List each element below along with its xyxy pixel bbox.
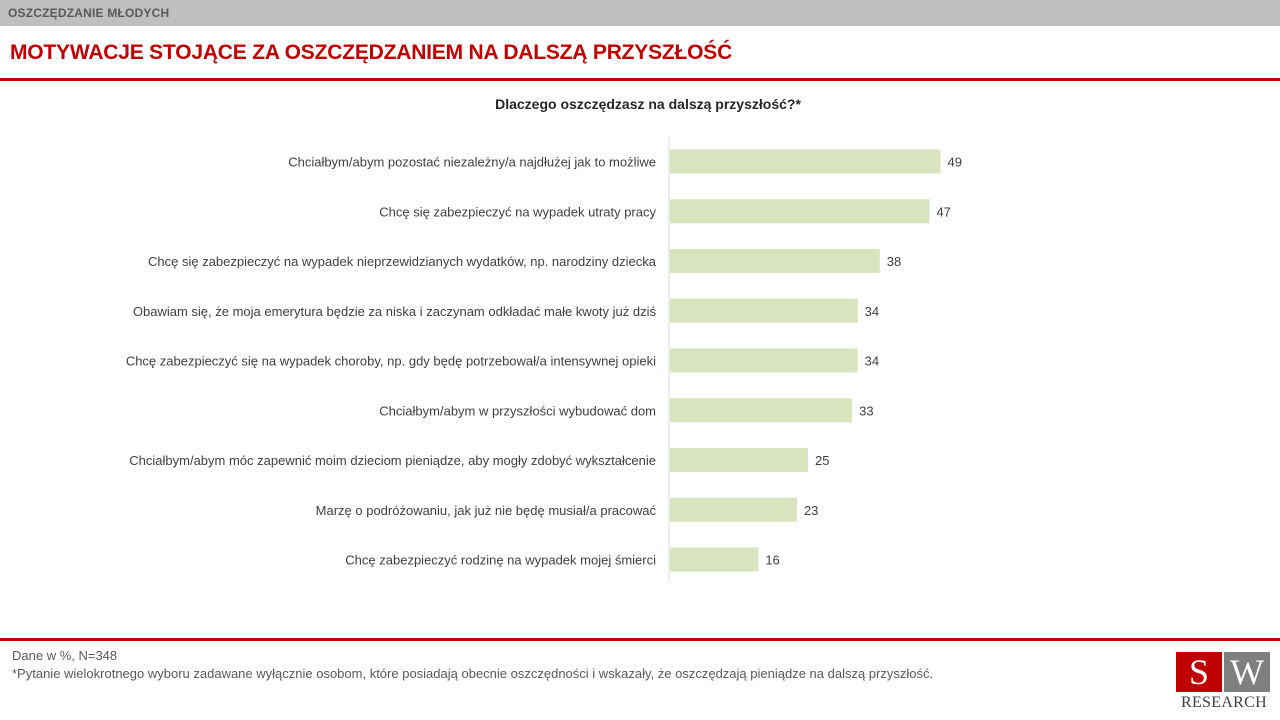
value-label: 34 (865, 354, 879, 369)
bar (670, 547, 759, 572)
category-label: Chcę się zabezpieczyć na wypadek nieprze… (148, 254, 657, 269)
question-note: *Pytanie wielokrotnego wyboru zadawane w… (12, 666, 934, 681)
sw-research-logo: S W RESEARCH (1176, 652, 1272, 714)
value-label: 25 (815, 453, 829, 468)
bar (670, 398, 853, 423)
value-label: 49 (947, 155, 961, 170)
category-label: Marzę o podróżowaniu, jak już nie będę m… (316, 503, 657, 518)
value-label: 16 (765, 553, 779, 568)
category-label: Chcę zabezpieczyć rodzinę na wypadek moj… (345, 553, 656, 568)
category-label: Chcę się zabezpieczyć na wypadek utraty … (379, 204, 656, 219)
top-bar (0, 0, 1280, 26)
category-label: Chcę zabezpieczyć się na wypadek choroby… (126, 354, 656, 369)
data-note: Dane w %, N=348 (12, 648, 118, 663)
logo-text: RESEARCH (1181, 694, 1267, 711)
bar-chart: Chciałbym/abym pozostać niezależny/a naj… (126, 137, 962, 582)
category-label: Obawiam się, że moja emerytura będzie za… (133, 304, 657, 319)
value-label: 47 (936, 204, 950, 219)
logo-letter-s: S (1176, 652, 1222, 692)
bar (670, 149, 941, 174)
category-label: Chciałbym/abym w przyszłości wybudować d… (379, 403, 656, 418)
bars-layer: Chciałbym/abym pozostać niezależny/a naj… (126, 149, 962, 572)
bar (670, 298, 858, 323)
bar (670, 497, 797, 522)
footer-divider (0, 638, 1280, 641)
chart-title: Dlaczego oszczędzasz na dalszą przyszłoś… (495, 96, 801, 112)
value-label: 33 (859, 403, 873, 418)
value-label: 34 (865, 304, 879, 319)
value-label: 38 (887, 254, 901, 269)
title-divider (0, 78, 1280, 81)
category-label: Chciałbym/abym pozostać niezależny/a naj… (288, 155, 656, 170)
bar (670, 249, 880, 273)
bar (670, 448, 808, 472)
bar (670, 199, 930, 224)
value-label: 23 (804, 503, 818, 518)
logo-letter-w: W (1224, 652, 1270, 692)
category-label: Chciałbym/abym móc zapewnić moim dziecio… (129, 453, 656, 468)
page-title: MOTYWACJE STOJĄCE ZA OSZCZĘDZANIEM NA DA… (10, 41, 733, 64)
section-label: OSZCZĘDZANIE MŁODYCH (8, 6, 170, 20)
bar (670, 348, 858, 373)
